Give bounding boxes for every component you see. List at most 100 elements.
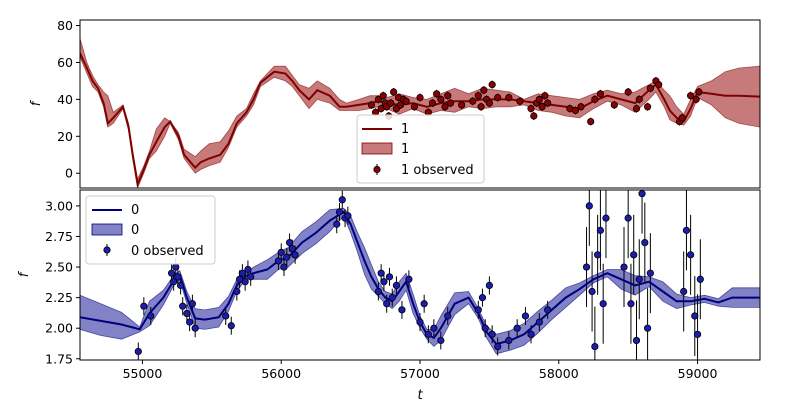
- bottom-observed-point: [280, 263, 288, 271]
- bottom-observed-point: [416, 318, 424, 326]
- top-observed-point: [474, 92, 482, 100]
- bottom-observed-point: [488, 330, 496, 338]
- top-observed-point: [387, 99, 395, 107]
- bottom-legend-marker-swatch: [103, 246, 111, 254]
- top-observed-point: [527, 105, 535, 113]
- bottom-y-tick-label: 2.00: [45, 321, 73, 336]
- bottom-observed-point: [140, 302, 148, 310]
- top-observed-point: [437, 95, 445, 103]
- top-axes-frame: [79, 19, 761, 189]
- bottom-observed-point: [277, 248, 285, 256]
- bottom-observed-point: [521, 312, 530, 320]
- bottom-model-line: [80, 210, 760, 346]
- top-observed-point: [441, 103, 449, 111]
- bottom-observed-point: [385, 273, 394, 281]
- bottom-observed-point: [535, 318, 543, 326]
- top-observed-point: [446, 99, 455, 107]
- bottom-observed-point: [288, 245, 296, 253]
- top-observed-point: [444, 92, 452, 100]
- top-observed-point: [390, 88, 398, 96]
- top-observed-point: [577, 103, 585, 111]
- top-panel: 0 20 40 60 80 f 1 1 1 observed: [29, 18, 761, 189]
- x-tick-label: 56000: [261, 366, 301, 381]
- bottom-observed-point: [682, 226, 691, 234]
- top-observed-point: [367, 101, 376, 109]
- bottom-observed-point: [527, 330, 535, 338]
- top-legend-label-observed: 1 observed: [401, 163, 474, 178]
- top-observed-point: [571, 106, 580, 115]
- bottom-observed-point: [602, 214, 610, 222]
- bottom-observed-point: [398, 306, 406, 314]
- bottom-observed-point: [691, 312, 699, 320]
- top-y-axis-label: f: [29, 99, 44, 106]
- top-legend-marker-swatch: [373, 165, 381, 174]
- bottom-observed-point: [630, 251, 638, 259]
- bottom-observed-point: [646, 269, 654, 277]
- bottom-y-tick-label: 3.00: [45, 198, 73, 213]
- top-observed-point: [494, 93, 502, 102]
- bottom-plot-area: [80, 190, 760, 360]
- top-observed-point: [643, 103, 652, 111]
- top-observed-point: [635, 95, 643, 103]
- bottom-observed-point: [680, 287, 688, 296]
- bottom-observed-point: [344, 212, 352, 220]
- bottom-observed-point: [588, 287, 596, 296]
- bottom-observed-point: [227, 322, 235, 330]
- bottom-observed-point: [643, 324, 652, 332]
- x-tick-label: 59000: [678, 366, 718, 381]
- bottom-observed-point: [380, 278, 388, 286]
- top-observed-point: [632, 105, 641, 113]
- top-observed-point: [596, 90, 605, 98]
- top-observed-point: [410, 103, 419, 111]
- top-y-tick-label: 80: [57, 18, 73, 33]
- bottom-observed-point: [244, 265, 252, 274]
- bottom-observed-point: [478, 294, 487, 302]
- top-observed-point: [428, 99, 437, 107]
- bottom-observed-point: [238, 269, 246, 277]
- bottom-observed-point: [167, 269, 176, 277]
- top-observed-point: [687, 92, 695, 100]
- bottom-observed-point: [620, 263, 628, 271]
- top-observed-point: [433, 90, 441, 98]
- bottom-y-tick-label: 2.50: [45, 260, 73, 275]
- top-observed-point: [396, 101, 405, 109]
- top-plot-area: [80, 38, 760, 188]
- bottom-y-tick-label: 2.25: [45, 290, 73, 305]
- top-legend-band-swatch: [361, 142, 393, 155]
- bottom-legend: 0 0 0 observed: [85, 195, 216, 265]
- top-observed-point: [655, 81, 663, 89]
- top-observed-point: [488, 81, 496, 89]
- bottom-observed-point: [641, 238, 649, 247]
- bottom-observed-point: [696, 275, 704, 283]
- top-observed-point: [505, 93, 513, 102]
- bottom-observed-point: [513, 324, 521, 332]
- top-observed-point: [530, 112, 538, 120]
- bottom-observed-point: [374, 287, 382, 296]
- top-y-ticks: 0 20 40 60 80: [57, 18, 80, 181]
- bottom-observed-point: [338, 196, 346, 204]
- top-observed-point: [379, 92, 387, 100]
- top-observed-point: [485, 99, 493, 107]
- bottom-observed-point: [624, 214, 632, 222]
- top-observed-point: [469, 97, 477, 105]
- bottom-legend-band-swatch: [91, 223, 123, 236]
- top-y-tick-label: 60: [57, 55, 73, 70]
- bottom-panel: 1.75 2.00 2.25 2.50 2.75 3.00 55000 56000 57000…: [17, 189, 761, 400]
- top-observed-point: [477, 103, 485, 111]
- top-observed-point: [587, 117, 595, 126]
- bottom-observed-point: [437, 336, 445, 345]
- top-observed-point: [678, 114, 686, 122]
- bottom-observed-point: [591, 342, 599, 351]
- bottom-observed-point: [233, 287, 241, 296]
- bottom-observed-point: [335, 208, 344, 216]
- top-legend-label-line: 1: [401, 122, 409, 137]
- bottom-y-tick-label: 2.75: [45, 229, 73, 244]
- bottom-observed-point: [544, 306, 552, 314]
- bottom-observed-point: [170, 278, 178, 286]
- bottom-observed-point: [494, 342, 502, 351]
- top-observed-point: [591, 95, 599, 103]
- top-legend-label-band: 1: [401, 142, 409, 157]
- x-tick-label: 58000: [539, 366, 579, 381]
- bottom-observed-point: [444, 312, 452, 320]
